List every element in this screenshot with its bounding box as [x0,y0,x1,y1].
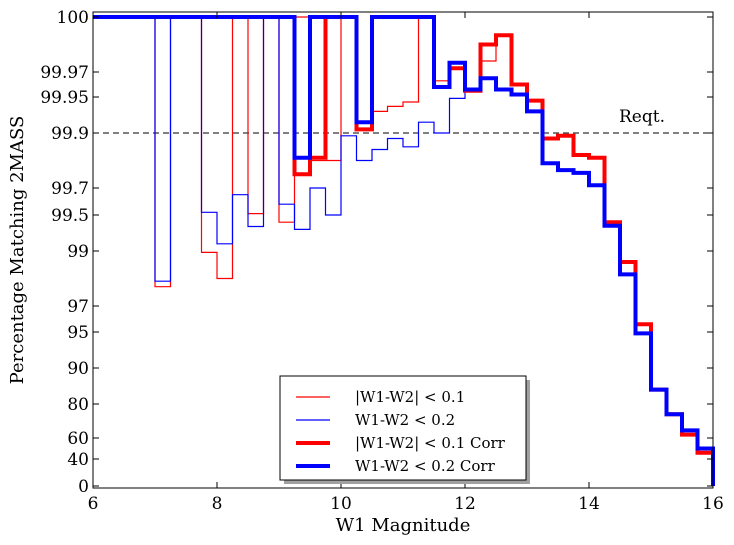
y-axis-label: Percentage Matching 2MASS [7,116,28,385]
legend-label: W1-W2 < 0.2 Corr [355,457,496,475]
series-layer [93,15,715,486]
y-tick-label: 99 [67,242,89,262]
legend-entries: |W1-W2| < 0.1 W1-W2 < 0.2 |W1-W2| < 0.1 Co… [296,388,506,475]
x-tick-label: 16 [702,494,724,514]
y-tick-label: 99.7 [51,179,89,199]
x-tick-label: 8 [212,494,223,514]
y-tick-label: 97 [67,297,89,317]
legend-box [279,375,527,481]
reference-line-label: Reqt. [619,107,665,127]
legend: |W1-W2| < 0.1 W1-W2 < 0.2 |W1-W2| < 0.1 Co… [279,375,530,484]
y-tick-label: 60 [67,429,89,449]
legend-label: |W1-W2| < 0.1 Corr [355,434,506,452]
x-tick-label: 10 [330,494,352,514]
y-tick-label: 40 [67,450,89,470]
y-tick-label: 99.97 [40,63,89,83]
x-tick-label: 6 [88,494,99,514]
y-tick-label: 95 [67,323,89,343]
y-tick-label: 100 [57,8,89,28]
y-tick-label: 90 [67,359,89,379]
x-axis-label: W1 Magnitude [336,515,471,536]
y-tick-label: 99.95 [40,88,89,108]
y-tick-label: 0 [78,477,89,497]
series-line-thick-blue [93,15,715,486]
legend-label: |W1-W2| < 0.1 [355,388,465,406]
y-tick-label: 99.5 [51,206,89,226]
x-tick-label: 12 [454,494,476,514]
y-tick-label: 99.9 [51,124,89,144]
plot-frame [92,11,714,489]
legend-label: W1-W2 < 0.2 [355,411,455,429]
y-tick-label: 80 [67,395,89,415]
x-tick-label: 14 [578,494,600,514]
